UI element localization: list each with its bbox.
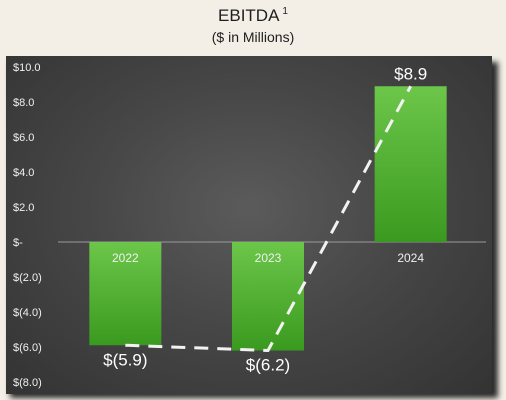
y-tick-label: $6.0 bbox=[13, 132, 34, 144]
chart-title: EBITDA 1 bbox=[218, 6, 288, 25]
bar-2023 bbox=[232, 242, 304, 351]
y-tick-label: $10.0 bbox=[13, 62, 41, 74]
y-tick-label: $(4.0) bbox=[13, 307, 42, 319]
data-label: $8.9 bbox=[394, 64, 427, 83]
y-tick-label: $(6.0) bbox=[13, 342, 42, 354]
bar-2024 bbox=[374, 86, 447, 242]
y-tick-label: $4.0 bbox=[13, 167, 34, 179]
category-label: 2023 bbox=[255, 251, 282, 265]
y-tick-label: $(2.0) bbox=[13, 272, 42, 284]
y-tick-label: $8.0 bbox=[13, 97, 34, 109]
data-label: $(6.2) bbox=[246, 356, 290, 375]
chart-subtitle: ($ in Millions) bbox=[211, 29, 295, 45]
y-tick-label: $(8.0) bbox=[13, 377, 42, 389]
category-label: 2022 bbox=[112, 251, 139, 265]
category-label: 2024 bbox=[397, 251, 424, 265]
bar-2022 bbox=[89, 242, 162, 346]
trend-line bbox=[125, 85, 412, 353]
y-tick-label: $2.0 bbox=[13, 202, 34, 214]
title-footnote-marker: 1 bbox=[282, 6, 288, 18]
data-label: $(5.9) bbox=[103, 350, 147, 369]
y-tick-label: $- bbox=[13, 237, 23, 249]
